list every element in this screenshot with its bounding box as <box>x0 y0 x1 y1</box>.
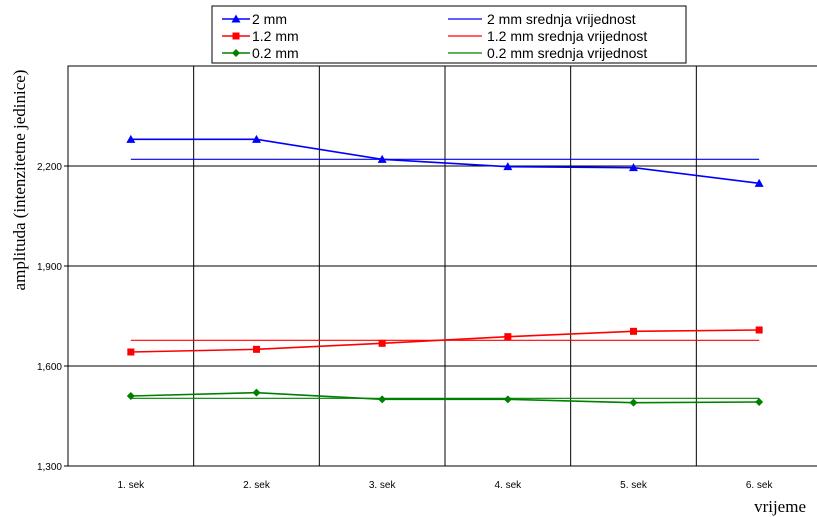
legend: 2 mm1.2 mm0.2 mm 2 mm srednja vrijednost1… <box>211 5 687 64</box>
x-tick-label: 3. sek <box>369 480 397 491</box>
data-point-2-mm <box>754 178 764 187</box>
x-tick-label: 5. sek <box>620 480 648 491</box>
legend-label: 2 mm <box>252 11 287 27</box>
data-point-1-2-mm <box>253 345 260 353</box>
legend-item: 0.2 mm <box>222 45 299 61</box>
x-tick-label: 6. sek <box>746 480 774 491</box>
x-axis-ticks: 1. sek 2. sek 3. sek 4. sek 5. sek 6. sek <box>117 480 773 491</box>
data-point-1-2-mm <box>504 333 512 341</box>
data-point-0-2-mm <box>378 395 387 404</box>
data-point-1-2-mm <box>127 348 135 356</box>
data-point-0-2-mm <box>755 398 764 406</box>
series-line-0-2-mm <box>130 391 760 404</box>
data-point-2-mm <box>252 134 261 143</box>
legend-marker <box>232 32 240 40</box>
legend-item: 0.2 mm srednja vrijednost <box>448 45 647 61</box>
data-point-0-2-mm <box>503 395 512 404</box>
data-point-1-2-mm <box>630 327 637 335</box>
legend-item: 2 mm <box>222 11 287 27</box>
x-tick-label: 1. sek <box>117 480 145 491</box>
y-axis-ticks: 1,300 1,600 1,900 2,200 <box>37 162 68 473</box>
legend-label: 0.2 mm <box>252 45 299 61</box>
data-point-1-2-mm <box>755 326 763 334</box>
y-tick-label: 1,600 <box>37 362 62 373</box>
y-tick-label: 1,300 <box>37 462 62 473</box>
data-point-1-2-mm <box>378 339 386 347</box>
data-point-2-mm <box>629 163 638 172</box>
legend-label: 1.2 mm <box>252 28 299 44</box>
legend-item: 1.2 mm <box>222 28 299 44</box>
series-group <box>126 134 764 407</box>
legend-item: 1.2 mm srednja vrijednost <box>448 28 647 44</box>
data-point-2-mm <box>126 134 136 143</box>
legend-item: 2 mm srednja vrijednost <box>448 11 636 27</box>
x-axis-title: vrijeme <box>754 497 806 516</box>
series-line-2-mm <box>130 138 760 185</box>
data-point-0-2-mm <box>252 388 261 397</box>
legend-label: 1.2 mm srednja vrijednost <box>487 28 647 44</box>
series-2-mm <box>126 134 764 187</box>
legend-marker <box>231 14 241 23</box>
y-axis-title: amplituda (intenzitetne jedinice) <box>10 70 29 291</box>
y-tick-label: 2,200 <box>37 162 62 173</box>
legend-marker <box>232 49 240 57</box>
gridlines <box>68 66 817 467</box>
x-tick-label: 2. sek <box>243 480 271 491</box>
legend-label: 0.2 mm srednja vrijednost <box>487 45 647 61</box>
data-point-0-2-mm <box>629 398 638 407</box>
legend-label: 2 mm srednja vrijednost <box>487 11 636 27</box>
y-tick-label: 1,900 <box>37 262 62 273</box>
x-tick-label: 4. sek <box>494 480 522 491</box>
data-point-2-mm <box>503 162 513 171</box>
series-0-2-mm <box>126 388 764 407</box>
